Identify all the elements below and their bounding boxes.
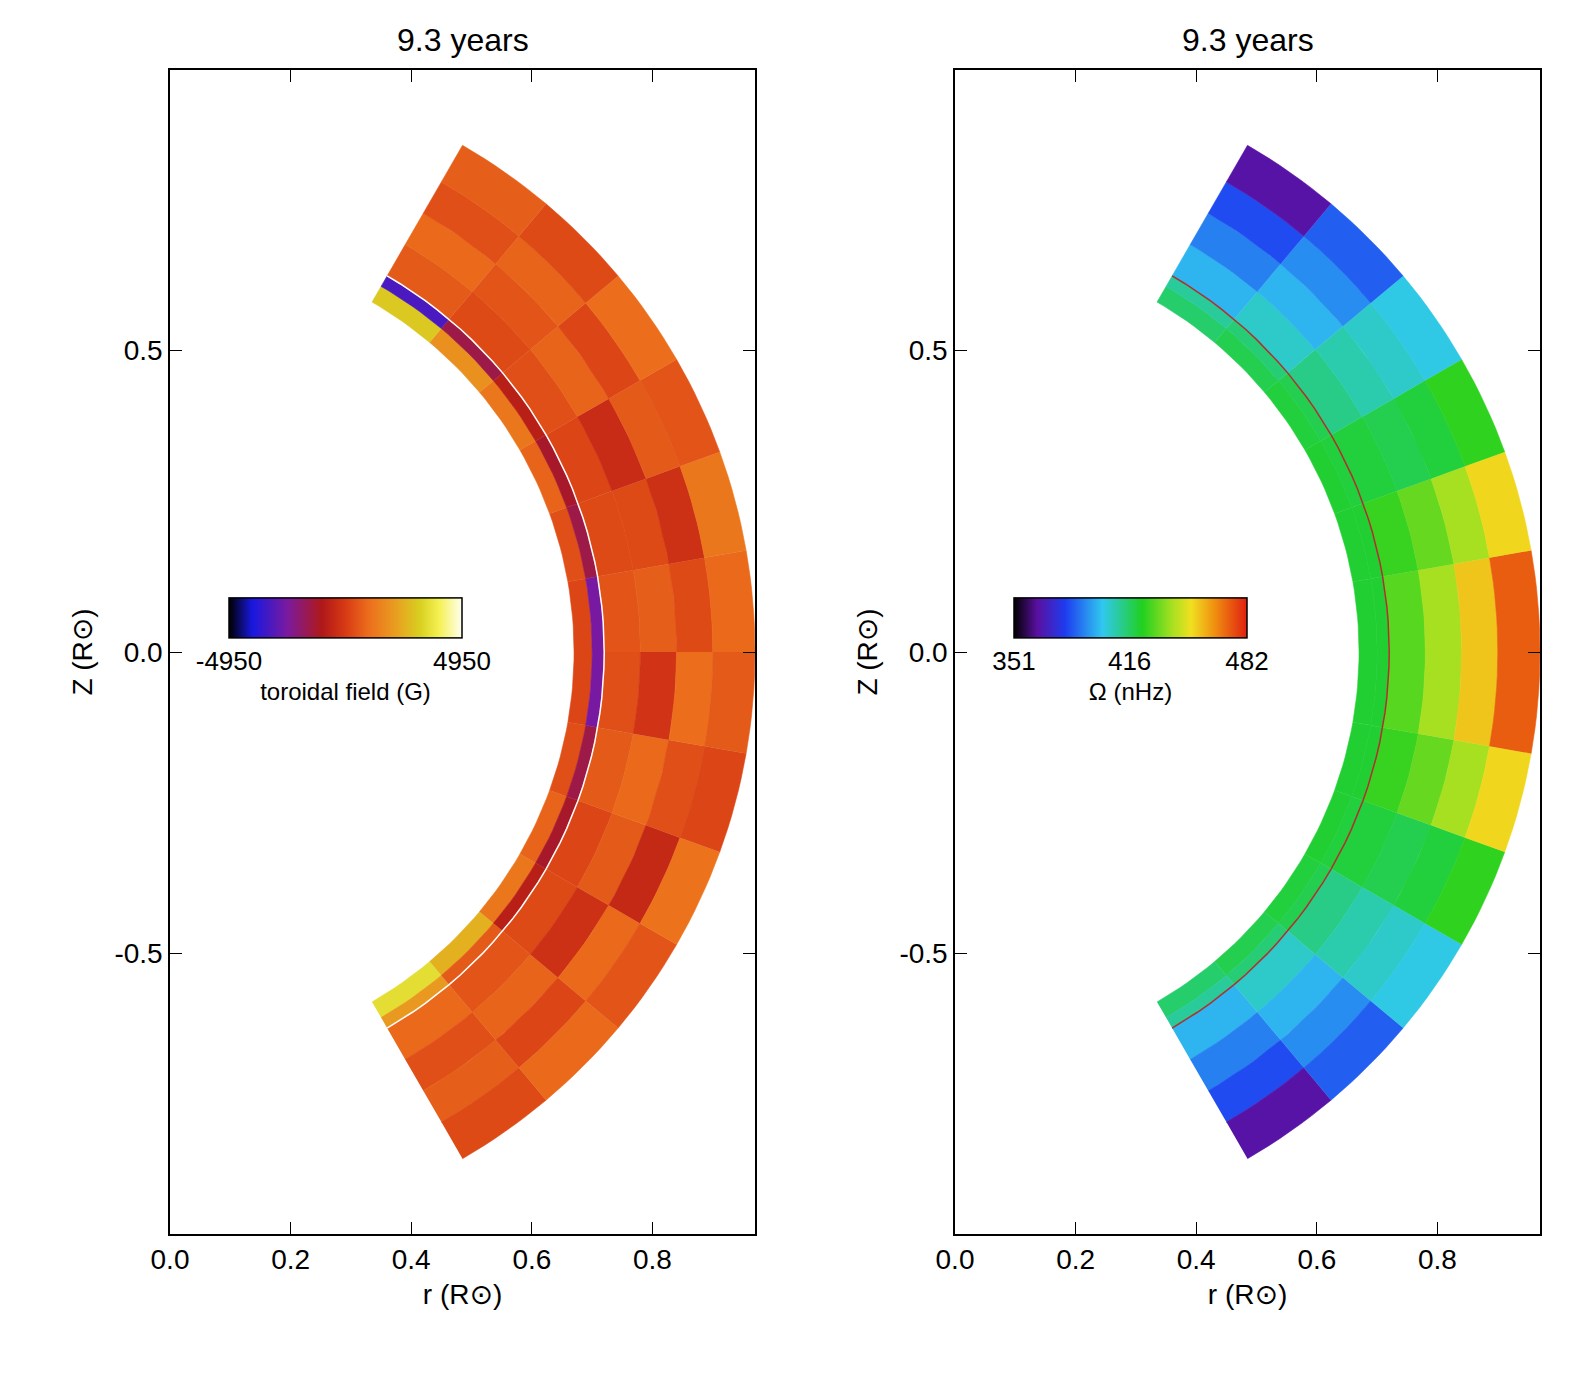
svg-text:toroidal field (G): toroidal field (G) — [260, 678, 431, 705]
svg-text:0.0: 0.0 — [909, 637, 948, 668]
svg-text:Z (R⊙): Z (R⊙) — [67, 608, 98, 695]
svg-text:Z (R⊙): Z (R⊙) — [852, 608, 883, 695]
svg-text:r (R⊙): r (R⊙) — [1208, 1279, 1287, 1310]
svg-text:482: 482 — [1225, 646, 1268, 676]
svg-text:-0.5: -0.5 — [899, 938, 947, 969]
svg-text:0.2: 0.2 — [1056, 1244, 1095, 1275]
svg-text:0.0: 0.0 — [151, 1244, 190, 1275]
svg-text:0.4: 0.4 — [392, 1244, 431, 1275]
svg-text:0.8: 0.8 — [633, 1244, 672, 1275]
svg-text:-0.5: -0.5 — [114, 938, 162, 969]
svg-text:0.4: 0.4 — [1177, 1244, 1216, 1275]
svg-text:Ω (nHz): Ω (nHz) — [1089, 678, 1172, 705]
svg-text:0.6: 0.6 — [1297, 1244, 1336, 1275]
svg-text:0.5: 0.5 — [909, 335, 948, 366]
svg-text:416: 416 — [1108, 646, 1151, 676]
svg-text:0.8: 0.8 — [1418, 1244, 1457, 1275]
svg-text:0.5: 0.5 — [124, 335, 163, 366]
svg-text:4950: 4950 — [433, 646, 491, 676]
svg-text:-4950: -4950 — [196, 646, 263, 676]
svg-text:351: 351 — [992, 646, 1035, 676]
svg-text:0.6: 0.6 — [512, 1244, 551, 1275]
svg-text:r (R⊙): r (R⊙) — [423, 1279, 502, 1310]
svg-text:9.3 years: 9.3 years — [397, 22, 529, 58]
svg-text:0.0: 0.0 — [124, 637, 163, 668]
svg-text:0.0: 0.0 — [936, 1244, 975, 1275]
svg-text:9.3 years: 9.3 years — [1182, 22, 1314, 58]
svg-text:0.2: 0.2 — [271, 1244, 310, 1275]
